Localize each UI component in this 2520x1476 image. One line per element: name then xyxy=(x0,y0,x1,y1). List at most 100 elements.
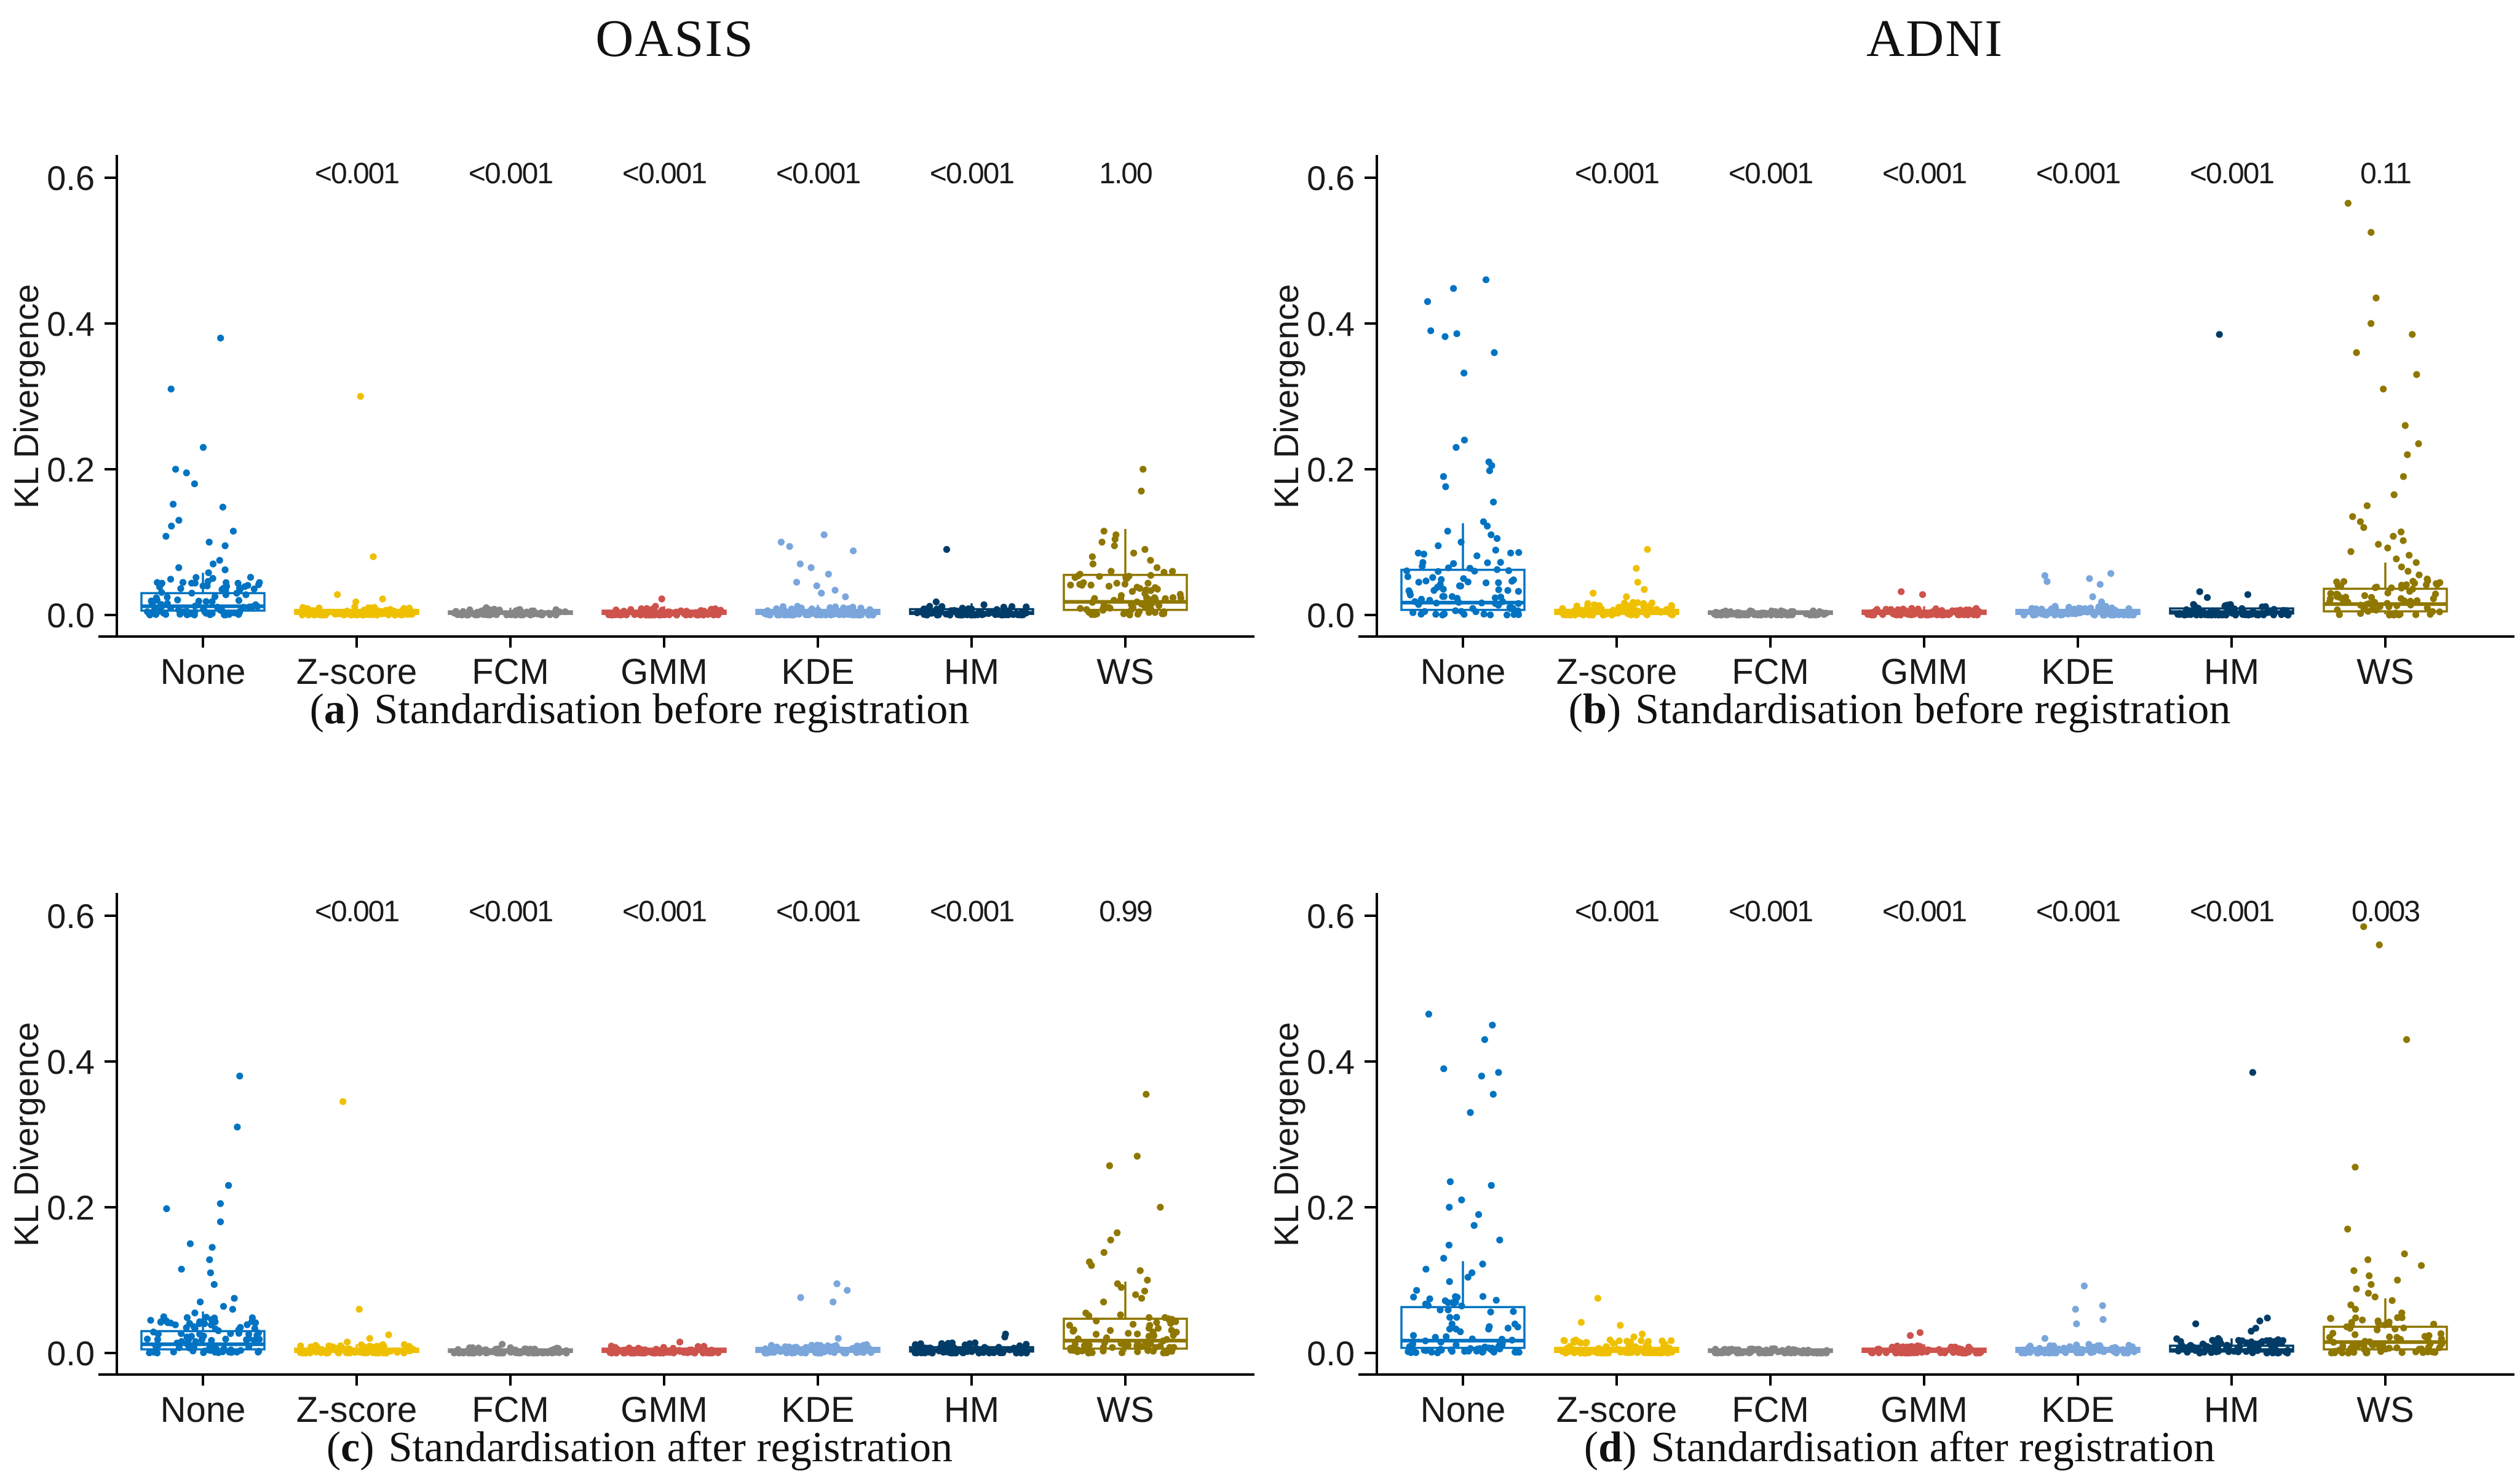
data-point xyxy=(355,1306,363,1313)
data-point xyxy=(2203,594,2211,601)
data-point xyxy=(1505,567,1513,574)
data-point xyxy=(2126,1343,2133,1351)
data-point xyxy=(221,566,229,574)
data-point xyxy=(1712,1346,1719,1353)
data-point xyxy=(1639,1330,1646,1338)
data-point xyxy=(2429,608,2436,616)
data-point xyxy=(1504,587,1512,594)
data-point xyxy=(1413,1287,1420,1294)
caption-close: ) xyxy=(1622,1424,1637,1471)
data-point xyxy=(1110,597,1118,604)
data-point xyxy=(652,1349,659,1357)
data-point xyxy=(1138,487,1145,495)
data-point xyxy=(2072,1346,2080,1354)
data-point xyxy=(216,1218,224,1226)
y-tick-label: 0.6 xyxy=(1307,897,1355,935)
x-category-label: None xyxy=(1420,652,1506,692)
data-points xyxy=(451,604,569,619)
data-point xyxy=(820,531,828,539)
data-point xyxy=(761,1349,769,1357)
data-point xyxy=(2327,595,2334,602)
data-point xyxy=(686,1346,693,1354)
data-point xyxy=(2438,1335,2445,1343)
panel-c-caption: (c) Standardisation after registration xyxy=(55,1423,1224,1472)
data-point xyxy=(2412,1348,2420,1355)
data-point xyxy=(2187,611,2195,618)
data-point xyxy=(531,1349,538,1357)
data-point xyxy=(694,611,701,619)
data-point xyxy=(1424,298,1432,305)
data-point xyxy=(2398,595,2405,602)
data-point xyxy=(616,611,624,619)
data-point xyxy=(779,603,787,610)
data-point xyxy=(1490,498,1497,506)
data-point xyxy=(1433,600,1440,607)
data-point xyxy=(483,604,490,611)
data-point xyxy=(2400,1324,2407,1331)
p-value-label: <0.001 xyxy=(1575,895,1658,928)
x-category-label: None xyxy=(160,1390,246,1430)
data-points xyxy=(144,1073,263,1357)
data-point xyxy=(2107,569,2115,577)
data-point xyxy=(1410,1293,1417,1301)
caption-close: ) xyxy=(1606,686,1622,733)
data-point xyxy=(1144,1276,1151,1284)
data-point xyxy=(1403,567,1411,574)
p-value-label: <0.001 xyxy=(776,157,860,190)
data-point xyxy=(708,606,715,613)
p-value-label: <0.001 xyxy=(1729,895,1812,928)
data-point xyxy=(1455,598,1462,606)
data-point xyxy=(2367,229,2375,236)
data-point xyxy=(1510,576,1517,584)
data-point xyxy=(1633,611,1640,619)
data-point xyxy=(1452,1341,1460,1349)
data-point xyxy=(1085,1312,1093,1319)
data-point xyxy=(1151,609,1159,616)
p-value-label: <0.001 xyxy=(2190,157,2273,190)
panel-a-title: OASIS xyxy=(595,9,755,68)
data-point xyxy=(1615,1337,1623,1344)
data-point xyxy=(1460,437,1468,444)
data-point xyxy=(1723,609,1730,617)
data-point xyxy=(1487,611,1494,619)
data-point xyxy=(1972,610,1980,617)
data-point xyxy=(676,1338,684,1346)
data-point xyxy=(2041,1335,2048,1342)
data-point xyxy=(951,608,959,616)
data-point xyxy=(1153,1319,1160,1326)
data-point xyxy=(702,1346,709,1354)
data-point xyxy=(1088,598,1096,606)
data-point xyxy=(2391,1325,2399,1333)
p-value-label: 1.00 xyxy=(1099,157,1152,190)
data-point xyxy=(2243,1347,2250,1355)
data-point xyxy=(202,609,210,617)
data-point xyxy=(1168,1315,1176,1323)
data-point xyxy=(1882,606,1890,614)
data-point xyxy=(499,1341,506,1348)
data-point xyxy=(1143,594,1151,601)
data-point xyxy=(641,1349,648,1357)
panel-a-caption: (a) Standardisation before registration xyxy=(55,685,1224,734)
data-point xyxy=(1128,601,1135,608)
x-category-label: FCM xyxy=(1732,1390,1809,1430)
data-point xyxy=(2284,1349,2291,1356)
data-point xyxy=(1906,1332,1914,1339)
data-point xyxy=(2098,598,2106,606)
data-point xyxy=(1020,1345,1027,1353)
data-point xyxy=(1422,1266,1430,1273)
data-point xyxy=(1107,1327,1114,1334)
data-point xyxy=(1479,1260,1486,1268)
data-point xyxy=(658,595,665,603)
data-point xyxy=(943,610,950,618)
data-point xyxy=(1100,605,1107,613)
data-point xyxy=(2334,606,2341,614)
data-point xyxy=(2262,603,2269,610)
data-point xyxy=(819,609,826,617)
data-point xyxy=(2398,1349,2406,1356)
data-point xyxy=(1069,1328,1077,1335)
data-point xyxy=(2344,199,2352,207)
data-point xyxy=(1634,579,1641,586)
data-point xyxy=(2376,603,2383,610)
data-point xyxy=(2360,524,2367,531)
data-point xyxy=(297,1342,304,1350)
